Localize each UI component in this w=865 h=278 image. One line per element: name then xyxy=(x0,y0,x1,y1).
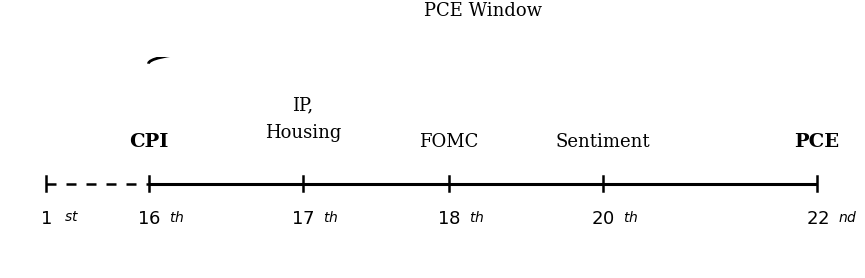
Text: $16$: $16$ xyxy=(137,210,160,228)
Text: $1$: $1$ xyxy=(40,210,52,228)
Text: $17$: $17$ xyxy=(292,210,315,228)
Text: IP,: IP, xyxy=(292,96,313,114)
Text: CPI: CPI xyxy=(129,133,168,151)
Text: PCE: PCE xyxy=(795,133,840,151)
Text: $nd$: $nd$ xyxy=(837,210,857,225)
Text: Housing: Housing xyxy=(265,124,341,142)
Text: $th$: $th$ xyxy=(624,210,638,225)
Text: $th$: $th$ xyxy=(324,210,339,225)
Text: $th$: $th$ xyxy=(169,210,184,225)
Text: FOMC: FOMC xyxy=(419,133,478,151)
Text: $st$: $st$ xyxy=(65,210,80,224)
Text: Sentiment: Sentiment xyxy=(555,133,650,151)
Text: $20$: $20$ xyxy=(591,210,615,228)
Text: $18$: $18$ xyxy=(437,210,460,228)
Text: PCE Window: PCE Window xyxy=(424,2,541,20)
Text: $22$: $22$ xyxy=(805,210,829,228)
Text: $th$: $th$ xyxy=(469,210,484,225)
